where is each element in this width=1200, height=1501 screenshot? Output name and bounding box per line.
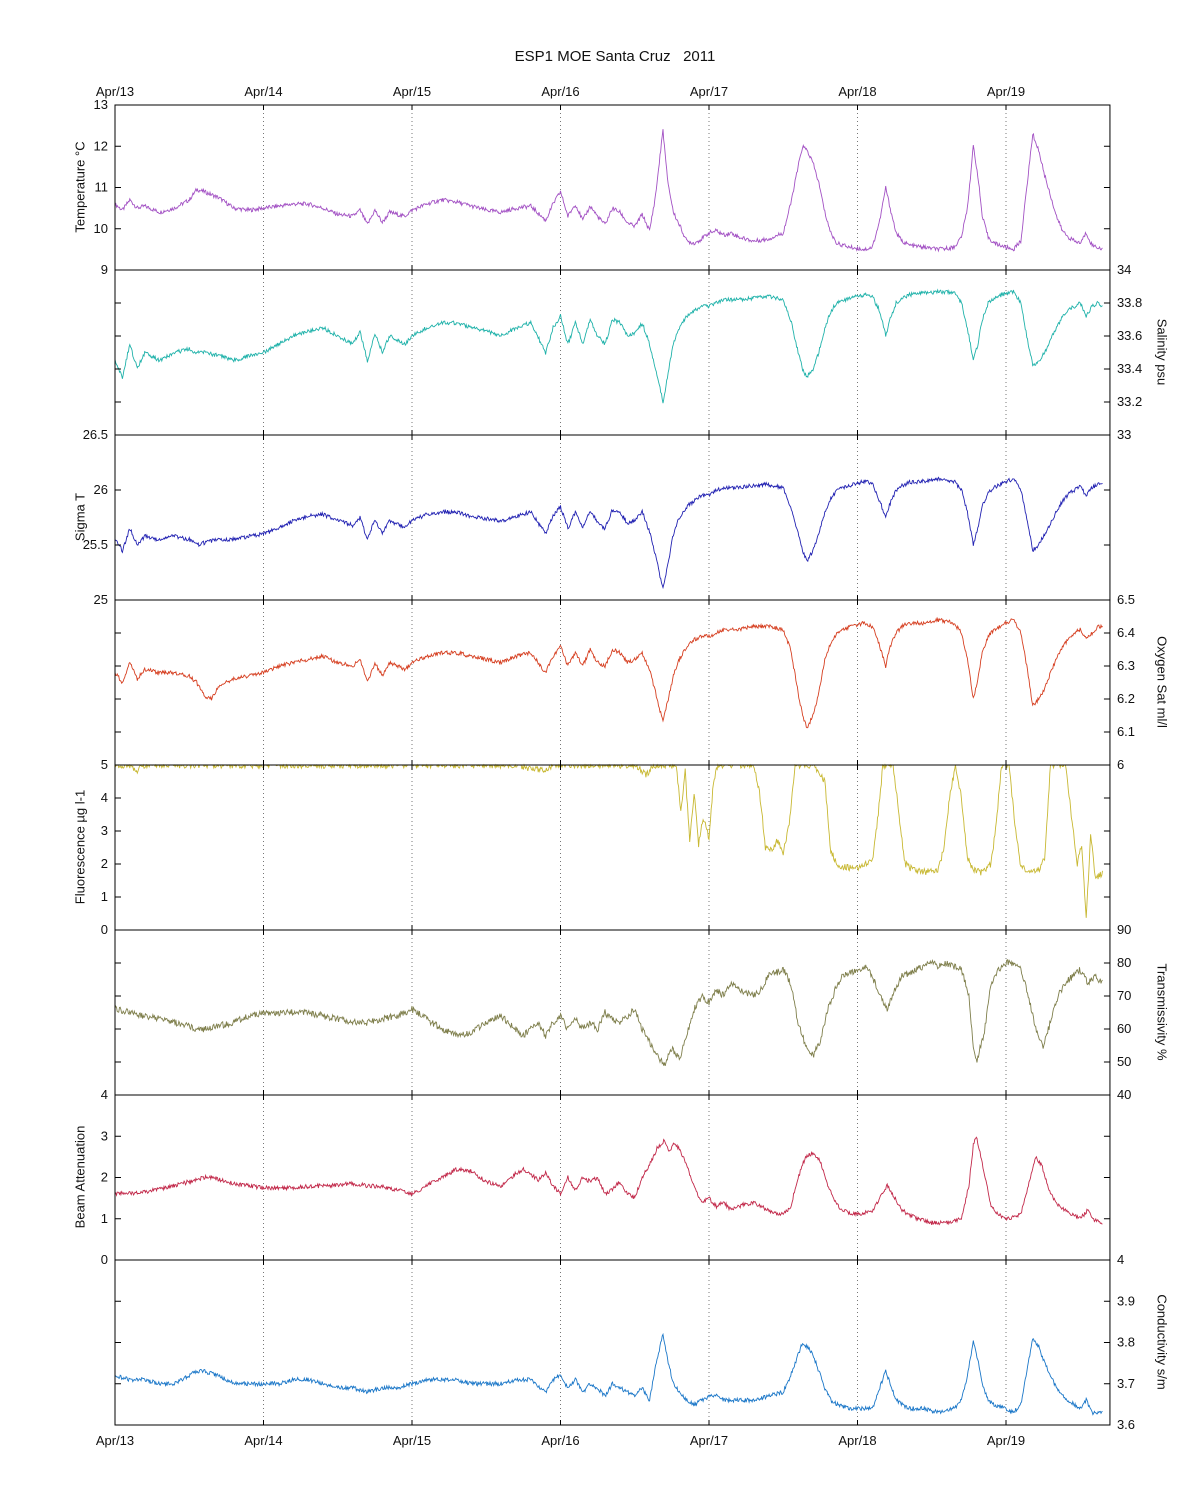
ytick-label: 34	[1117, 262, 1131, 277]
ytick-label: 25	[94, 592, 108, 607]
ytick-label: 9	[101, 262, 108, 277]
ytick-label: 2	[101, 1170, 108, 1185]
xtick-label-bottom: Apr/17	[690, 1433, 728, 1448]
ytick-label: 4	[1117, 1252, 1124, 1267]
panel-transmissivity: 40 50 60 70 80 90	[114, 922, 1131, 1102]
ytick-label: 4	[101, 1087, 108, 1102]
ytick-label: 60	[1117, 1021, 1131, 1036]
ytick-label: 5	[101, 757, 108, 772]
ytick-label: 13	[94, 97, 108, 112]
ytick-label: 11	[95, 180, 109, 195]
ytick-label: 6.4	[1117, 625, 1135, 640]
xtick-label-bottom: Apr/14	[244, 1433, 282, 1448]
panel-oxygen-sat: 6 6.1 6.2 6.3 6.4 6.5	[114, 592, 1135, 772]
ytick-label: 33.4	[1117, 361, 1142, 376]
ytick-label: 6.1	[1117, 724, 1135, 739]
ytick-label: 6	[1117, 757, 1124, 772]
ylabel-salinity: Salinity psu	[1154, 318, 1170, 386]
chart-title: ESP1 MOE Santa Cruz 2011	[514, 48, 716, 65]
ytick-label: 6.2	[1117, 691, 1135, 706]
ytick-label: 4	[101, 790, 108, 805]
ytick-label: 80	[1117, 955, 1131, 970]
ytick-label: 12	[94, 138, 108, 153]
ytick-label: 50	[1117, 1054, 1131, 1069]
ytick-label: 0	[101, 1252, 108, 1267]
ytick-label: 3.9	[1117, 1293, 1135, 1308]
ylabel-transmissivity: Transmissivity %	[1154, 963, 1170, 1061]
ytick-label: 90	[1117, 922, 1131, 937]
ytick-label: 3.8	[1117, 1335, 1135, 1350]
ytick-label: 25.5	[83, 537, 108, 552]
ytick-label: 3	[101, 1128, 108, 1143]
xtick-label-top: Apr/13	[96, 84, 134, 99]
xtick-label-bottom: Apr/15	[393, 1433, 431, 1448]
panel-salinity: 33 33.2 33.4 33.6 33.8 34	[114, 262, 1142, 442]
ytick-label: 1	[101, 889, 108, 904]
ylabel-oxygen-sat: Oxygen Sat ml/l	[1154, 636, 1170, 728]
ytick-label: 10	[94, 221, 108, 236]
ylabel-sigma-t: Sigma T	[72, 492, 88, 542]
xtick-label-top: Apr/15	[393, 84, 431, 99]
xtick-label-top: Apr/19	[987, 84, 1025, 99]
ytick-label: 6.3	[1117, 658, 1135, 673]
ytick-label: 26.5	[83, 427, 108, 442]
ylabel-conductivity: Conductivity s/m	[1154, 1294, 1170, 1390]
xtick-label-top: Apr/16	[541, 84, 579, 99]
ytick-label: 1	[101, 1211, 108, 1226]
ylabel-beam-attenuation: Beam Attenuation	[72, 1125, 88, 1229]
ytick-label: 0	[101, 922, 108, 937]
xtick-label-bottom: Apr/19	[987, 1433, 1025, 1448]
panel-sigma-t: 25 25.5 26 26.5	[83, 427, 1111, 607]
ytick-label: 70	[1117, 988, 1131, 1003]
ylabel-fluorescence: Fluorescence µg l-1	[72, 789, 88, 905]
xtick-label-top: Apr/14	[244, 84, 282, 99]
ytick-label: 40	[1117, 1087, 1131, 1102]
ytick-label: 3	[101, 823, 108, 838]
ytick-label: 3.7	[1117, 1376, 1135, 1391]
panel-fluorescence: 0 1 2 3 4 5	[101, 757, 1111, 937]
ytick-label: 6.5	[1117, 592, 1135, 607]
ytick-label: 26	[94, 482, 108, 497]
ytick-label: 2	[101, 856, 108, 871]
ytick-label: 3.6	[1117, 1417, 1135, 1432]
xtick-label-bottom: Apr/13	[96, 1433, 134, 1448]
xtick-label-top: Apr/17	[690, 84, 728, 99]
ylabel-temperature: Temperature °C	[72, 141, 88, 233]
ytick-label: 33.8	[1117, 295, 1142, 310]
xtick-label-bottom: Apr/16	[541, 1433, 579, 1448]
panel-temperature: 9 10 11 12 13	[94, 97, 1111, 277]
panel-conductivity: 3.6 3.7 3.8 3.9 4	[114, 1252, 1135, 1432]
xtick-label-bottom: Apr/18	[838, 1433, 876, 1448]
panel-beam-attenuation: 0 1 2 3 4	[101, 1087, 1111, 1267]
ytick-label: 33.2	[1117, 394, 1142, 409]
xtick-label-top: Apr/18	[838, 84, 876, 99]
ytick-label: 33	[1117, 427, 1131, 442]
ytick-label: 33.6	[1117, 328, 1142, 343]
